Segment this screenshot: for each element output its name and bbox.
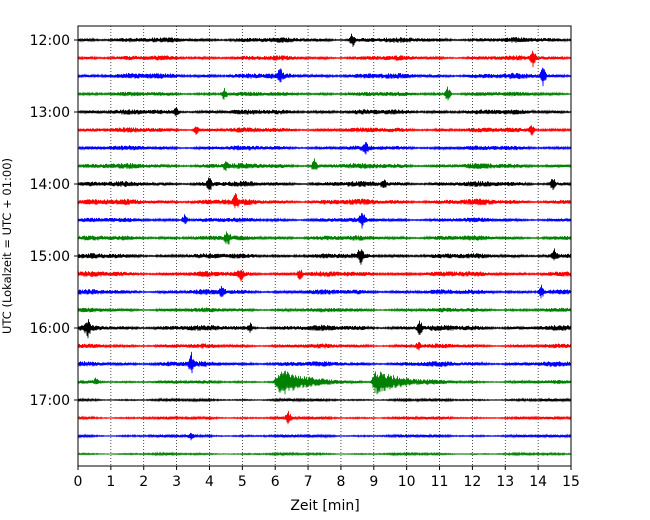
- x-tick-label: 15: [562, 474, 580, 490]
- x-tick-label: 3: [172, 474, 181, 490]
- x-axis-label: Zeit [min]: [290, 498, 359, 514]
- x-tick-label: 4: [205, 474, 214, 490]
- y-axis-label: UTC (Lokalzeit = UTC + 01:00): [0, 158, 14, 334]
- trace-1530: [77, 284, 572, 299]
- trace-1615: [77, 341, 572, 351]
- x-axis-ticks: 0 1 2 3 4 5 6 7 8 9 10 11 12 13 14 15: [74, 466, 580, 490]
- trace-1730: [77, 432, 572, 441]
- x-tick-label: 6: [271, 474, 280, 490]
- y-tick-label: 15:00: [30, 249, 70, 265]
- x-tick-label: 14: [529, 474, 547, 490]
- x-tick-label: 0: [74, 474, 83, 490]
- x-tick-label: 10: [398, 474, 416, 490]
- y-axis-ticks: 12:00 13:00 14:00 15:00 16:00 17:00: [30, 33, 78, 409]
- trace-1200: [77, 33, 572, 47]
- minute-grid: [110, 26, 539, 466]
- x-tick-label: 11: [431, 474, 449, 490]
- y-tick-label: 12:00: [30, 33, 70, 49]
- trace-1630: [77, 351, 572, 374]
- x-tick-label: 2: [139, 474, 148, 490]
- trace-1700: [77, 397, 572, 403]
- trace-1430: [77, 213, 572, 229]
- plot-frame: [77, 25, 572, 467]
- trace-1545: [77, 307, 572, 313]
- y-tick-label: 16:00: [30, 321, 70, 337]
- trace-1330: [77, 142, 572, 155]
- trace-1445: [77, 231, 572, 245]
- trace-1600: [77, 319, 572, 339]
- trace-1230: [77, 67, 572, 87]
- trace-1500: [77, 248, 572, 265]
- trace-1400: [77, 177, 572, 191]
- trace-1245: [77, 86, 572, 101]
- x-tick-label: 9: [369, 474, 378, 490]
- trace-1300: [77, 106, 572, 117]
- trace-1745: [77, 451, 572, 457]
- trace-1215: [77, 50, 572, 68]
- x-tick-label: 13: [496, 474, 514, 490]
- x-tick-label: 5: [238, 474, 247, 490]
- trace-1345: [77, 158, 572, 172]
- trace-1715: [77, 410, 572, 425]
- trace-1645: [77, 370, 572, 395]
- y-tick-label: 17:00: [30, 393, 70, 409]
- y-tick-label: 14:00: [30, 177, 70, 193]
- x-tick-label: 8: [336, 474, 345, 490]
- x-tick-label: 1: [106, 474, 115, 490]
- y-tick-label: 13:00: [30, 105, 70, 121]
- trace-1315: [77, 125, 572, 136]
- trace-1415: [77, 193, 572, 209]
- x-tick-label: 7: [304, 474, 313, 490]
- seismic-traces: [77, 33, 572, 457]
- x-tick-label: 12: [463, 474, 481, 490]
- trace-1515: [77, 269, 572, 282]
